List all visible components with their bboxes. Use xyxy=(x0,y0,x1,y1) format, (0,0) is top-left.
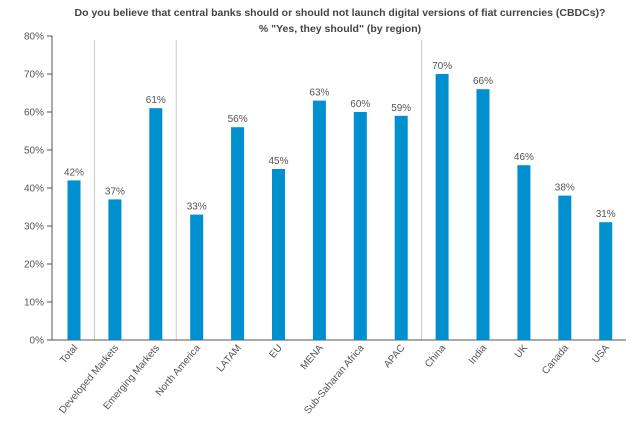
bar-eu xyxy=(272,169,285,340)
y-tick-label: 80% xyxy=(24,32,44,43)
data-label: 61% xyxy=(146,95,166,106)
category-label: Total xyxy=(58,343,80,366)
data-label: 42% xyxy=(64,167,84,178)
bar-canada xyxy=(558,195,572,340)
y-tick-label: 10% xyxy=(24,298,44,309)
data-label: 33% xyxy=(187,202,207,213)
chart-title: Do you believe that central banks should… xyxy=(75,7,606,19)
category-label: China xyxy=(423,343,449,370)
bar-emerging-markets xyxy=(149,108,163,340)
category-label: EU xyxy=(267,343,284,361)
bar-uk xyxy=(517,165,531,340)
y-tick-label: 50% xyxy=(24,146,44,157)
bar-total xyxy=(67,180,81,340)
category-label: APAC xyxy=(382,343,407,370)
category-label: UK xyxy=(513,343,531,361)
y-tick-label: 30% xyxy=(24,222,44,233)
data-label: 70% xyxy=(432,61,452,72)
bar-north-america xyxy=(190,214,204,340)
bar-usa xyxy=(599,222,613,340)
data-label: 56% xyxy=(228,114,248,125)
category-label: USA xyxy=(590,343,612,366)
category-label: India xyxy=(467,343,490,367)
category-label: MENA xyxy=(299,343,326,372)
data-label: 66% xyxy=(473,76,493,87)
data-label: 38% xyxy=(555,183,575,194)
y-tick-label: 0% xyxy=(30,336,45,347)
y-tick-label: 20% xyxy=(24,260,44,271)
category-label: LATAM xyxy=(215,343,244,374)
y-tick-label: 40% xyxy=(24,184,44,195)
data-label: 45% xyxy=(268,156,288,167)
chart-subtitle: % "Yes, they should" (by region) xyxy=(259,23,421,35)
bar-sub-saharan-africa xyxy=(353,112,367,340)
data-label: 46% xyxy=(514,152,534,163)
category-label: Canada xyxy=(540,343,571,377)
data-label: 37% xyxy=(105,186,125,197)
y-tick-label: 70% xyxy=(24,70,44,81)
bar-apac xyxy=(394,115,408,340)
bar-developed-markets xyxy=(108,199,122,340)
bar-india xyxy=(476,89,490,340)
data-label: 60% xyxy=(350,99,370,110)
data-label: 59% xyxy=(391,103,411,114)
bar-latam xyxy=(231,127,245,340)
bar-mena xyxy=(312,100,326,340)
data-label: 31% xyxy=(596,209,616,220)
data-label: 63% xyxy=(309,88,329,99)
y-tick-label: 60% xyxy=(24,108,44,119)
bar-china xyxy=(435,74,449,340)
